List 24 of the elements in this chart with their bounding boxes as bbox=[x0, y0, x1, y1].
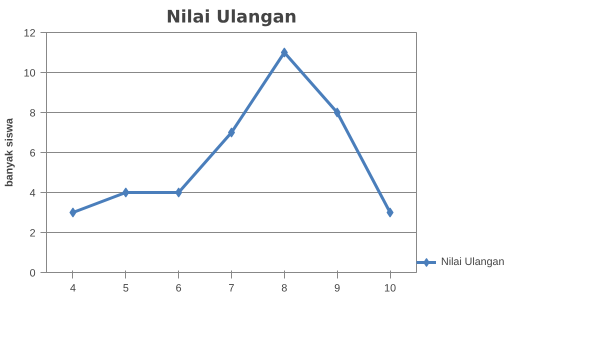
y-tick-label: 8 bbox=[30, 108, 36, 120]
x-tick-label: 5 bbox=[122, 282, 129, 294]
y-tick-label: 0 bbox=[30, 268, 36, 280]
x-tick-label: 9 bbox=[334, 282, 340, 294]
point bbox=[334, 108, 341, 118]
y-tick-label: 2 bbox=[30, 228, 36, 240]
point bbox=[175, 188, 182, 198]
point bbox=[280, 48, 288, 58]
y-tick-label: 12 bbox=[24, 28, 36, 40]
y-tick-label: 4 bbox=[30, 188, 36, 200]
point bbox=[122, 188, 130, 198]
point bbox=[228, 128, 235, 138]
y-axis-title: banyak siswa bbox=[4, 118, 16, 187]
point bbox=[386, 208, 394, 218]
x-tick-label: 6 bbox=[176, 282, 182, 294]
chart-title: Nilai Ulangan bbox=[166, 8, 297, 28]
x-tick-label: 10 bbox=[384, 282, 396, 294]
x-tick-label: 8 bbox=[281, 282, 288, 294]
point bbox=[69, 208, 76, 218]
legend-label: Nilai Ulangan bbox=[441, 256, 504, 268]
y-tick-label: 10 bbox=[24, 68, 36, 80]
x-tick-label: 7 bbox=[228, 282, 235, 294]
y-tick-label: 6 bbox=[30, 148, 36, 160]
x-tick-label: 4 bbox=[70, 282, 76, 294]
